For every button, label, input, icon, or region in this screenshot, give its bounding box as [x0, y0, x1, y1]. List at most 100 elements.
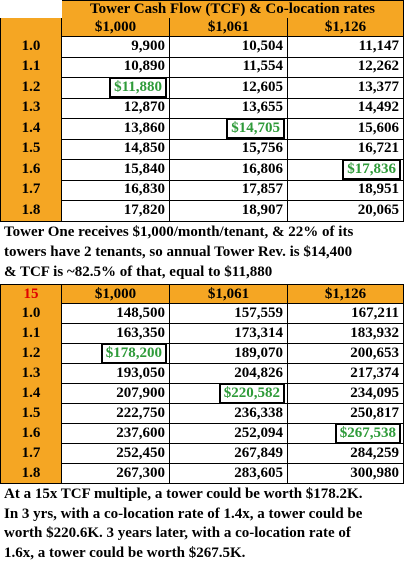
- cell-text: 13,860: [123, 119, 165, 136]
- cell-text: 207,900: [116, 384, 165, 401]
- cell-text: 217,374: [350, 364, 399, 381]
- value-cell: 10,504: [170, 36, 288, 58]
- value-cell: 236,338: [170, 403, 288, 424]
- value-cell: 173,314: [170, 323, 288, 344]
- note-line: Tower One receives $1,000/month/tenant, …: [4, 224, 354, 240]
- corner: [0, 18, 62, 37]
- value-cell: 250,817: [288, 403, 404, 424]
- cell-text: 10,504: [241, 37, 283, 54]
- cell-text: 16,721: [357, 140, 399, 157]
- value-cell: 18,951: [288, 179, 404, 201]
- value-cell: 193,050: [62, 363, 170, 384]
- value-cell: 207,900: [62, 383, 170, 404]
- value-cell: 17,857: [170, 179, 288, 201]
- cell-text: 1.1: [21, 324, 41, 341]
- column-header: $1,000: [62, 18, 170, 37]
- value-cell: 189,070: [170, 343, 288, 364]
- cell-text: 18,907: [241, 201, 283, 218]
- cell-text: 252,094: [234, 424, 283, 441]
- value-cell: 11,554: [170, 56, 288, 78]
- value-cell: 20,065: [288, 200, 404, 222]
- cell-text: 1.7: [21, 181, 41, 198]
- value-cell: 267,849: [170, 443, 288, 464]
- rate-cell: 1.2: [0, 343, 62, 364]
- cell-text: 200,653: [350, 344, 399, 361]
- cell-text: 10,890: [123, 58, 165, 75]
- cell-text: $1,000: [94, 285, 137, 302]
- cell-text: $1,000: [94, 18, 137, 35]
- value-cell: 167,211: [288, 303, 404, 324]
- value-cell: $178,200: [62, 342, 170, 364]
- value-cell: 163,350: [62, 323, 170, 344]
- cell-text: 13,655: [241, 99, 283, 116]
- cell-text: 250,817: [350, 404, 399, 421]
- rate-cell: 1.2: [0, 77, 62, 99]
- rate-cell: 1.8: [0, 463, 62, 484]
- cell-text: 14,850: [123, 140, 165, 157]
- value-cell: 200,653: [288, 343, 404, 364]
- value-cell: 14,850: [62, 138, 170, 160]
- value-cell: 234,095: [288, 383, 404, 404]
- cell-text: 12,262: [357, 58, 399, 75]
- rate-cell: 1.3: [0, 363, 62, 384]
- cell-text: 18,951: [357, 181, 399, 198]
- value-cell: 11,147: [288, 36, 404, 58]
- cell-text: 1.7: [21, 444, 41, 461]
- cell-text: 11,147: [358, 37, 399, 54]
- value-cell: $11,880: [62, 76, 170, 99]
- cell-text: 267,300: [116, 464, 165, 481]
- note-line: 1.6x, a tower could be worth $267.5K.: [4, 544, 246, 561]
- cell-text: 204,826: [234, 364, 283, 381]
- cell-text: 163,350: [116, 324, 165, 341]
- cell-text: $178,200: [100, 342, 167, 364]
- cell-text: 1.6: [21, 160, 41, 177]
- cell-text: $11,880: [109, 76, 167, 98]
- cell-text: 234,095: [350, 384, 399, 401]
- value-cell: $220,582: [170, 382, 288, 404]
- cell-text: 236,338: [234, 404, 283, 421]
- cell-text: 1.8: [21, 464, 41, 481]
- cell-text: 1.3: [21, 364, 41, 381]
- cell-text: 16,806: [241, 160, 283, 177]
- value-cell: 13,860: [62, 118, 170, 140]
- cell-text: 157,559: [234, 304, 283, 321]
- cell-text: 252,450: [116, 444, 165, 461]
- cell-text: 300,980: [350, 464, 399, 481]
- value-cell: 10,890: [62, 56, 170, 78]
- cell-text: 1.2: [21, 344, 41, 361]
- value-cell: 15,840: [62, 159, 170, 181]
- cell-text: 284,259: [350, 444, 399, 461]
- cell-text: 1.4: [21, 119, 41, 136]
- cell-text: 1.5: [21, 140, 41, 157]
- rate-cell: 1.3: [0, 97, 62, 119]
- column-header: $1,126: [288, 284, 404, 304]
- value-cell: 252,450: [62, 443, 170, 464]
- cell-text: 267,849: [234, 444, 283, 461]
- rate-cell: 1.8: [0, 200, 62, 222]
- value-cell: 12,605: [170, 77, 288, 99]
- rate-cell: 1.6: [0, 159, 62, 181]
- cell-text: $267,538: [334, 422, 401, 444]
- cell-text: 189,070: [234, 344, 283, 361]
- cell-text: $1,061: [207, 285, 250, 302]
- note-line: worth $220.6K. 3 years later, with a co-…: [4, 525, 351, 541]
- value-cell: 237,600: [62, 423, 170, 444]
- value-cell: 157,559: [170, 303, 288, 324]
- cell-text: 15,756: [241, 140, 283, 157]
- cell-text: 15,606: [357, 119, 399, 136]
- cell-text: 167,211: [351, 304, 399, 321]
- value-cell: 16,830: [62, 179, 170, 201]
- cell-text: 20,065: [357, 201, 399, 218]
- value-cell: 16,721: [288, 138, 404, 160]
- rate-cell: 1.5: [0, 403, 62, 424]
- cell-text: 15,840: [123, 160, 165, 177]
- value-cell: 284,259: [288, 443, 404, 464]
- value-cell: 15,756: [170, 138, 288, 160]
- cell-text: 237,600: [116, 424, 165, 441]
- cell-text: $1,126: [324, 285, 367, 302]
- cell-text: 9,900: [131, 37, 165, 54]
- column-header: $1,000: [62, 284, 170, 304]
- cell-text: 12,870: [123, 99, 165, 116]
- cell-text: 173,314: [234, 324, 283, 341]
